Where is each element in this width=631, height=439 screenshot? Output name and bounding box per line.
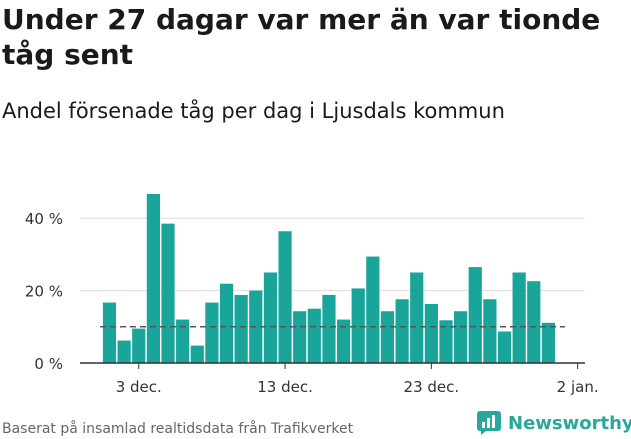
y-tick-label: 40 % (25, 210, 63, 228)
bar (366, 256, 380, 363)
bar (395, 299, 409, 363)
bar (263, 272, 278, 363)
bar (351, 288, 365, 363)
bars (102, 193, 555, 363)
bar (424, 303, 438, 363)
chart-subtitle: Andel försenade tåg per dag i Ljusdals k… (2, 99, 505, 123)
axes: 0 % 20 % 40 % 3 dec. 13 dec. 23 dec. 2 jan. (25, 210, 599, 396)
bar (293, 311, 307, 363)
x-tick-label: 13 dec. (257, 378, 313, 396)
bar (512, 272, 526, 363)
bar (336, 319, 351, 363)
bar (307, 308, 321, 363)
x-tick-label: 2 jan. (557, 378, 599, 396)
bar (468, 267, 482, 363)
y-tick-label: 20 % (25, 283, 63, 301)
bar (205, 302, 219, 363)
bar (410, 272, 424, 363)
bar (497, 331, 512, 363)
bar (541, 322, 555, 363)
bar (322, 294, 336, 363)
bar (146, 193, 160, 363)
source-note: Baserat på insamlad realtidsdata från Tr… (2, 421, 354, 437)
bar (527, 281, 541, 363)
bar (483, 299, 497, 363)
bar (219, 283, 234, 363)
bar (190, 345, 204, 363)
bar (454, 311, 468, 363)
bar-chart: 0 % 20 % 40 % 3 dec. 13 dec. 23 dec. 2 jan. (25, 193, 599, 396)
bar (380, 311, 395, 363)
newsworthy-logo-icon (477, 411, 501, 435)
bar (161, 223, 175, 363)
bar (439, 320, 453, 363)
brand-name: Newsworthy (508, 412, 631, 434)
bar (117, 340, 131, 363)
x-tick-label: 3 dec. (116, 378, 162, 396)
chart-title: Under 27 dagar var mer än var tionde tåg… (2, 3, 601, 71)
bar (176, 319, 190, 363)
bar (102, 302, 117, 363)
x-tick-label: 23 dec. (404, 378, 460, 396)
bar (278, 231, 292, 363)
y-tick-label: 0 % (34, 355, 63, 373)
brand-logo[interactable]: Newsworthy (476, 410, 631, 436)
bar (132, 328, 146, 363)
bar (234, 294, 248, 363)
